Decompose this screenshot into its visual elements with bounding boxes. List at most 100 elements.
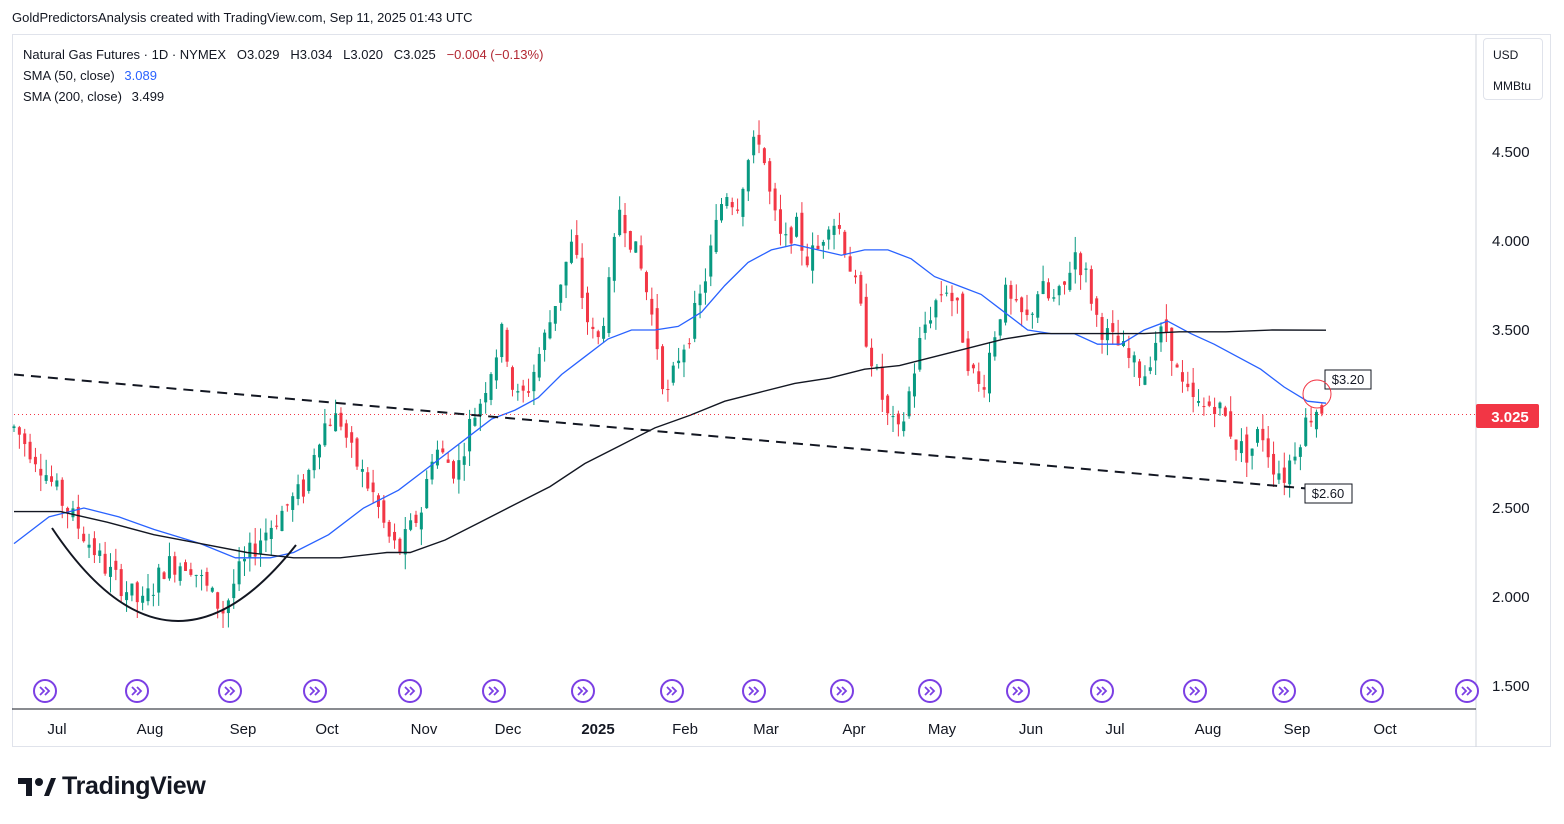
candle-body [634, 241, 638, 253]
last-price-tag [1476, 404, 1539, 428]
candle-body [82, 533, 86, 542]
candle-body [119, 569, 123, 597]
candle-body [350, 432, 354, 443]
candle-body [886, 395, 890, 414]
candle-body [500, 323, 504, 358]
x-tick-label: Jul [47, 721, 66, 738]
event-icon-arrows [748, 686, 760, 696]
candle-body [205, 571, 209, 586]
candle-body [977, 371, 981, 384]
event-icon-arrows [666, 686, 678, 696]
event-icon[interactable] [1360, 679, 1384, 703]
candle-body [114, 560, 118, 570]
event-icon[interactable] [1183, 679, 1207, 703]
candle-body [173, 556, 177, 575]
candle-body [864, 296, 868, 347]
event-icon[interactable] [33, 679, 57, 703]
event-icon[interactable] [571, 679, 595, 703]
y-tick-label: 4.000 [1492, 233, 1530, 250]
candle-body [623, 214, 627, 234]
legend-change: −0.004 (−0.13%) [446, 47, 544, 62]
unit-selector[interactable]: USD MMBtu [1483, 38, 1543, 100]
candle-body [993, 337, 997, 357]
candle-body [961, 293, 965, 343]
candle-body [602, 325, 606, 339]
candle-body [693, 302, 697, 339]
event-icon-arrows [577, 686, 589, 696]
x-tick-label: Aug [1195, 721, 1222, 738]
cup-arc-drawing [51, 527, 297, 622]
candle-body [1079, 253, 1083, 276]
event-icon[interactable] [1455, 679, 1479, 703]
candle-body [141, 595, 145, 603]
candle-body [1304, 417, 1308, 446]
candle-body [564, 261, 568, 286]
legend-symbol-row[interactable]: Natural Gas Futures · 1D · NYMEX O3.029 … [23, 44, 543, 65]
candle-body [880, 366, 884, 400]
candle-body [939, 294, 943, 296]
candle-body [1025, 309, 1029, 316]
event-icon[interactable] [918, 679, 942, 703]
event-icons-group[interactable] [33, 679, 1479, 703]
event-icon-arrows [488, 686, 500, 696]
candle-body [366, 472, 370, 489]
resistance-label-box [1324, 369, 1372, 390]
chart-frame [12, 34, 1551, 747]
candle-body [457, 460, 461, 480]
candle-body [1121, 341, 1125, 347]
candle-body [982, 387, 986, 390]
tradingview-logo[interactable]: TradingView [18, 772, 206, 801]
event-icon[interactable] [742, 679, 766, 703]
candle-body [671, 365, 675, 383]
candle-body [103, 553, 107, 574]
candle-body [478, 403, 482, 416]
candle-body [1180, 372, 1184, 382]
candle-body [1116, 335, 1120, 346]
event-icon[interactable] [218, 679, 242, 703]
tradingview-logo-icon [18, 777, 56, 796]
legend-symbol: Natural Gas Futures · 1D · NYMEX [23, 47, 226, 62]
candle-body [1004, 284, 1008, 323]
candle-body [559, 284, 563, 303]
x-tick-label: Jul [1105, 721, 1124, 738]
candle-body [800, 212, 804, 251]
event-icon[interactable] [482, 679, 506, 703]
candle-body [505, 329, 509, 362]
candle-body [1197, 401, 1201, 403]
candle-body [1320, 405, 1324, 414]
candle-body [125, 592, 129, 601]
event-icon[interactable] [303, 679, 327, 703]
event-icon[interactable] [1090, 679, 1114, 703]
candle-body [1255, 429, 1259, 443]
candle-body [430, 461, 434, 480]
candle-body [50, 476, 54, 482]
candle-body [189, 569, 193, 575]
candle-body [200, 575, 204, 577]
candle-body [17, 427, 21, 435]
candle-body [698, 293, 702, 306]
candle-body [795, 216, 799, 237]
event-icon[interactable] [1006, 679, 1030, 703]
legend-low: L3.020 [343, 47, 383, 62]
event-icon[interactable] [398, 679, 422, 703]
legend-sma50-value: 3.089 [124, 68, 157, 83]
candle-body [242, 558, 246, 562]
candles-group [12, 120, 1324, 628]
candle-body [98, 550, 102, 556]
legend-sma200-row[interactable]: SMA (200, close) 3.499 [23, 86, 543, 107]
chart-legend: Natural Gas Futures · 1D · NYMEX O3.029 … [23, 44, 543, 107]
candle-body [821, 241, 825, 246]
candle-body [655, 308, 659, 350]
y-tick-label: 1.500 [1492, 678, 1530, 695]
legend-sma50-row[interactable]: SMA (50, close) 3.089 [23, 65, 543, 86]
candle-body [575, 235, 579, 255]
event-icon[interactable] [125, 679, 149, 703]
candle-body [929, 320, 933, 324]
event-icon[interactable] [660, 679, 684, 703]
candle-body [612, 236, 616, 281]
event-icon[interactable] [1272, 679, 1296, 703]
x-tick-label: May [928, 721, 957, 738]
candle-body [736, 209, 740, 211]
event-icon[interactable] [830, 679, 854, 703]
